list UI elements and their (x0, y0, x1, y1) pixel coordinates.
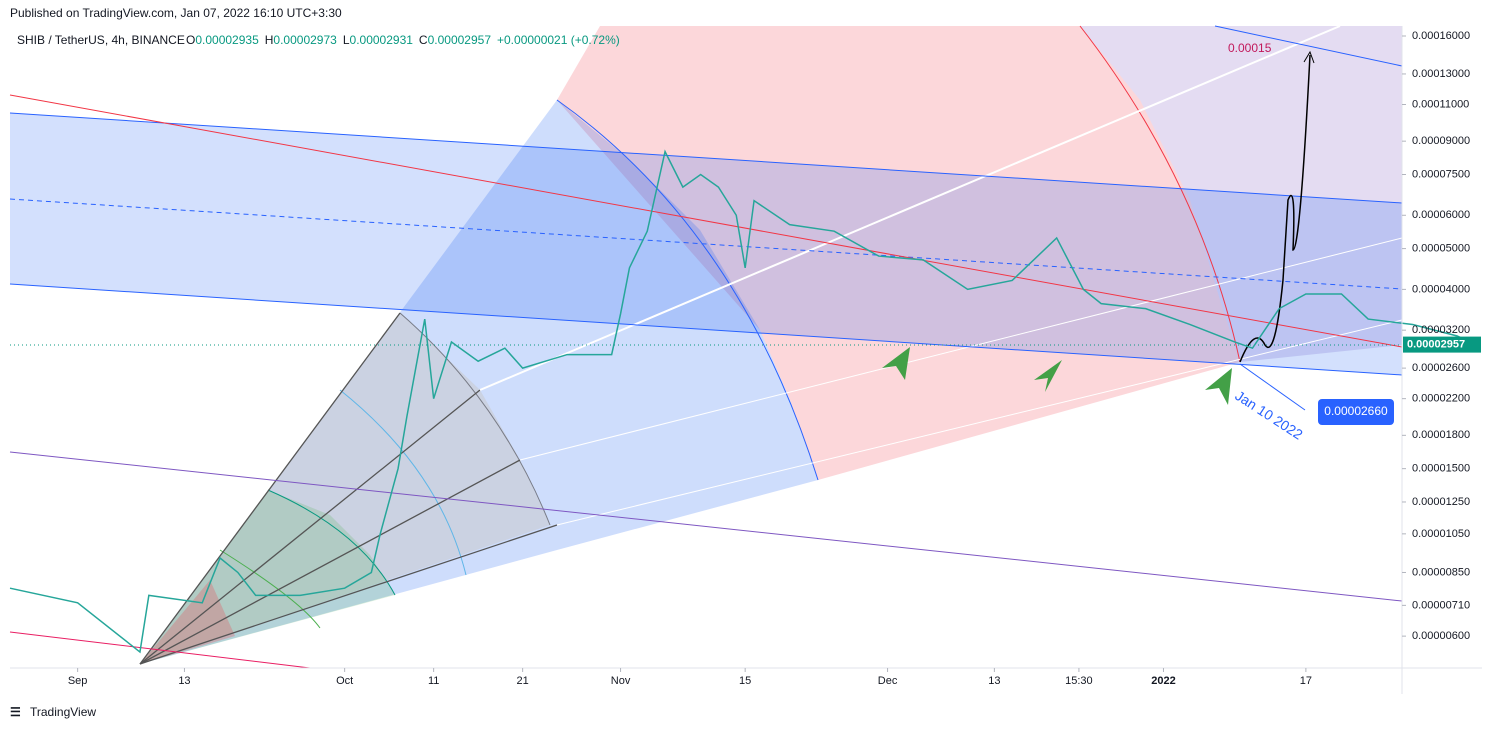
x-tick-label: 13 (178, 675, 190, 687)
arc (339, 389, 467, 576)
channel-top (9, 112, 1403, 204)
drawings (9, 25, 1403, 669)
y-tick-label: 0.00003200 (1412, 324, 1470, 336)
y-tick-label: 0.00002200 (1412, 393, 1470, 405)
last-price-box (1403, 336, 1481, 353)
x-tick-label: 15 (739, 675, 751, 687)
ohlc-lv: 0.00002931 (350, 33, 414, 47)
arc (267, 489, 396, 596)
x-tick-label: 13 (988, 675, 1000, 687)
ohlc-c: C (419, 33, 428, 47)
ohlc-cv: 0.00002957 (428, 33, 492, 47)
channel-mid (9, 198, 1403, 290)
ohlc: O 0.00002935 H 0.00002973 L 0.00002931 C 0.0000… (186, 33, 620, 47)
white-lines (479, 25, 1403, 526)
y-tick-label: 0.00001250 (1412, 496, 1470, 508)
y-tick-label: 0.00011000 (1412, 98, 1469, 110)
ohlc-change: +0.00000021 (+0.72%) (497, 33, 620, 47)
y-tick-label: 0.00009000 (1412, 135, 1470, 147)
price-line (9, 149, 1476, 654)
ohlc-ov: 0.00002935 (195, 33, 259, 47)
red-fan (140, 580, 235, 664)
arc (219, 549, 321, 629)
upper-line (1214, 25, 1403, 67)
date-line (1239, 363, 1306, 411)
y-tick-label: 0.00004000 (1412, 283, 1470, 295)
x-tick-label: 21 (517, 675, 529, 687)
arrow-head (1303, 50, 1315, 64)
green-fan (140, 490, 395, 664)
y-tick-label: 0.00005000 (1412, 243, 1470, 255)
x-tick-label: 17 (1300, 675, 1312, 687)
x-tick-label: Nov (611, 675, 631, 687)
y-tick-label: 0.00001500 (1412, 463, 1470, 475)
arc (1079, 25, 1241, 363)
fan-lines (139, 312, 558, 665)
x-tick-label: 2022 (1151, 675, 1175, 687)
channel-bottom (9, 283, 1403, 376)
purple-line (9, 451, 1403, 602)
y-tick-label: 0.00000710 (1412, 599, 1470, 611)
y-tick-label: 0.00002600 (1412, 362, 1470, 374)
level-box (1318, 399, 1394, 425)
red-zone (557, 26, 1240, 480)
y-tick-label: 0.00016000 (1412, 30, 1470, 42)
ohlc-o: O (186, 33, 195, 47)
purple-zone (1080, 26, 1402, 362)
y-tick-label: 0.00006000 (1412, 209, 1470, 221)
red-line (9, 94, 1403, 348)
y-tick-label: 0.00013000 (1412, 68, 1470, 80)
y-tick-label: 0.00001800 (1412, 429, 1470, 441)
x-tick-label: Oct (336, 675, 353, 687)
x-tick-label: Sep (68, 675, 88, 687)
last-price-label: 0.00002957 (1407, 339, 1465, 351)
target-label: 0.00015 (1228, 41, 1272, 55)
x-tick-label: Dec (878, 675, 898, 687)
green-arrows (882, 347, 1232, 405)
ohlc-h: H (265, 33, 274, 47)
ohlc-hv: 0.00002973 (273, 33, 337, 47)
plot (9, 149, 1476, 654)
arc (399, 312, 551, 526)
y-tick-label: 0.00000600 (1412, 630, 1470, 642)
arc (556, 99, 819, 481)
footer: TradingView (30, 705, 96, 719)
y-tick-label: 0.00000850 (1412, 566, 1470, 578)
x-tick-label: 15:30 (1065, 675, 1093, 687)
symbol: SHIB / TetherUS, 4h, BINANCE (17, 33, 185, 47)
logo: ☰ (10, 705, 21, 719)
projection-arrow (1239, 54, 1311, 363)
gray-fan (140, 313, 550, 664)
y-tick-label: 0.00007500 (1412, 168, 1470, 180)
y-tick-label: 0.00001050 (1412, 528, 1470, 540)
x-tick-label: 11 (428, 675, 439, 687)
ohlc-l: L (343, 33, 350, 47)
pink-line (9, 631, 311, 669)
level-label: 0.00002660 (1324, 404, 1388, 418)
published: Published on TradingView.com, Jan 07, 20… (10, 6, 342, 20)
